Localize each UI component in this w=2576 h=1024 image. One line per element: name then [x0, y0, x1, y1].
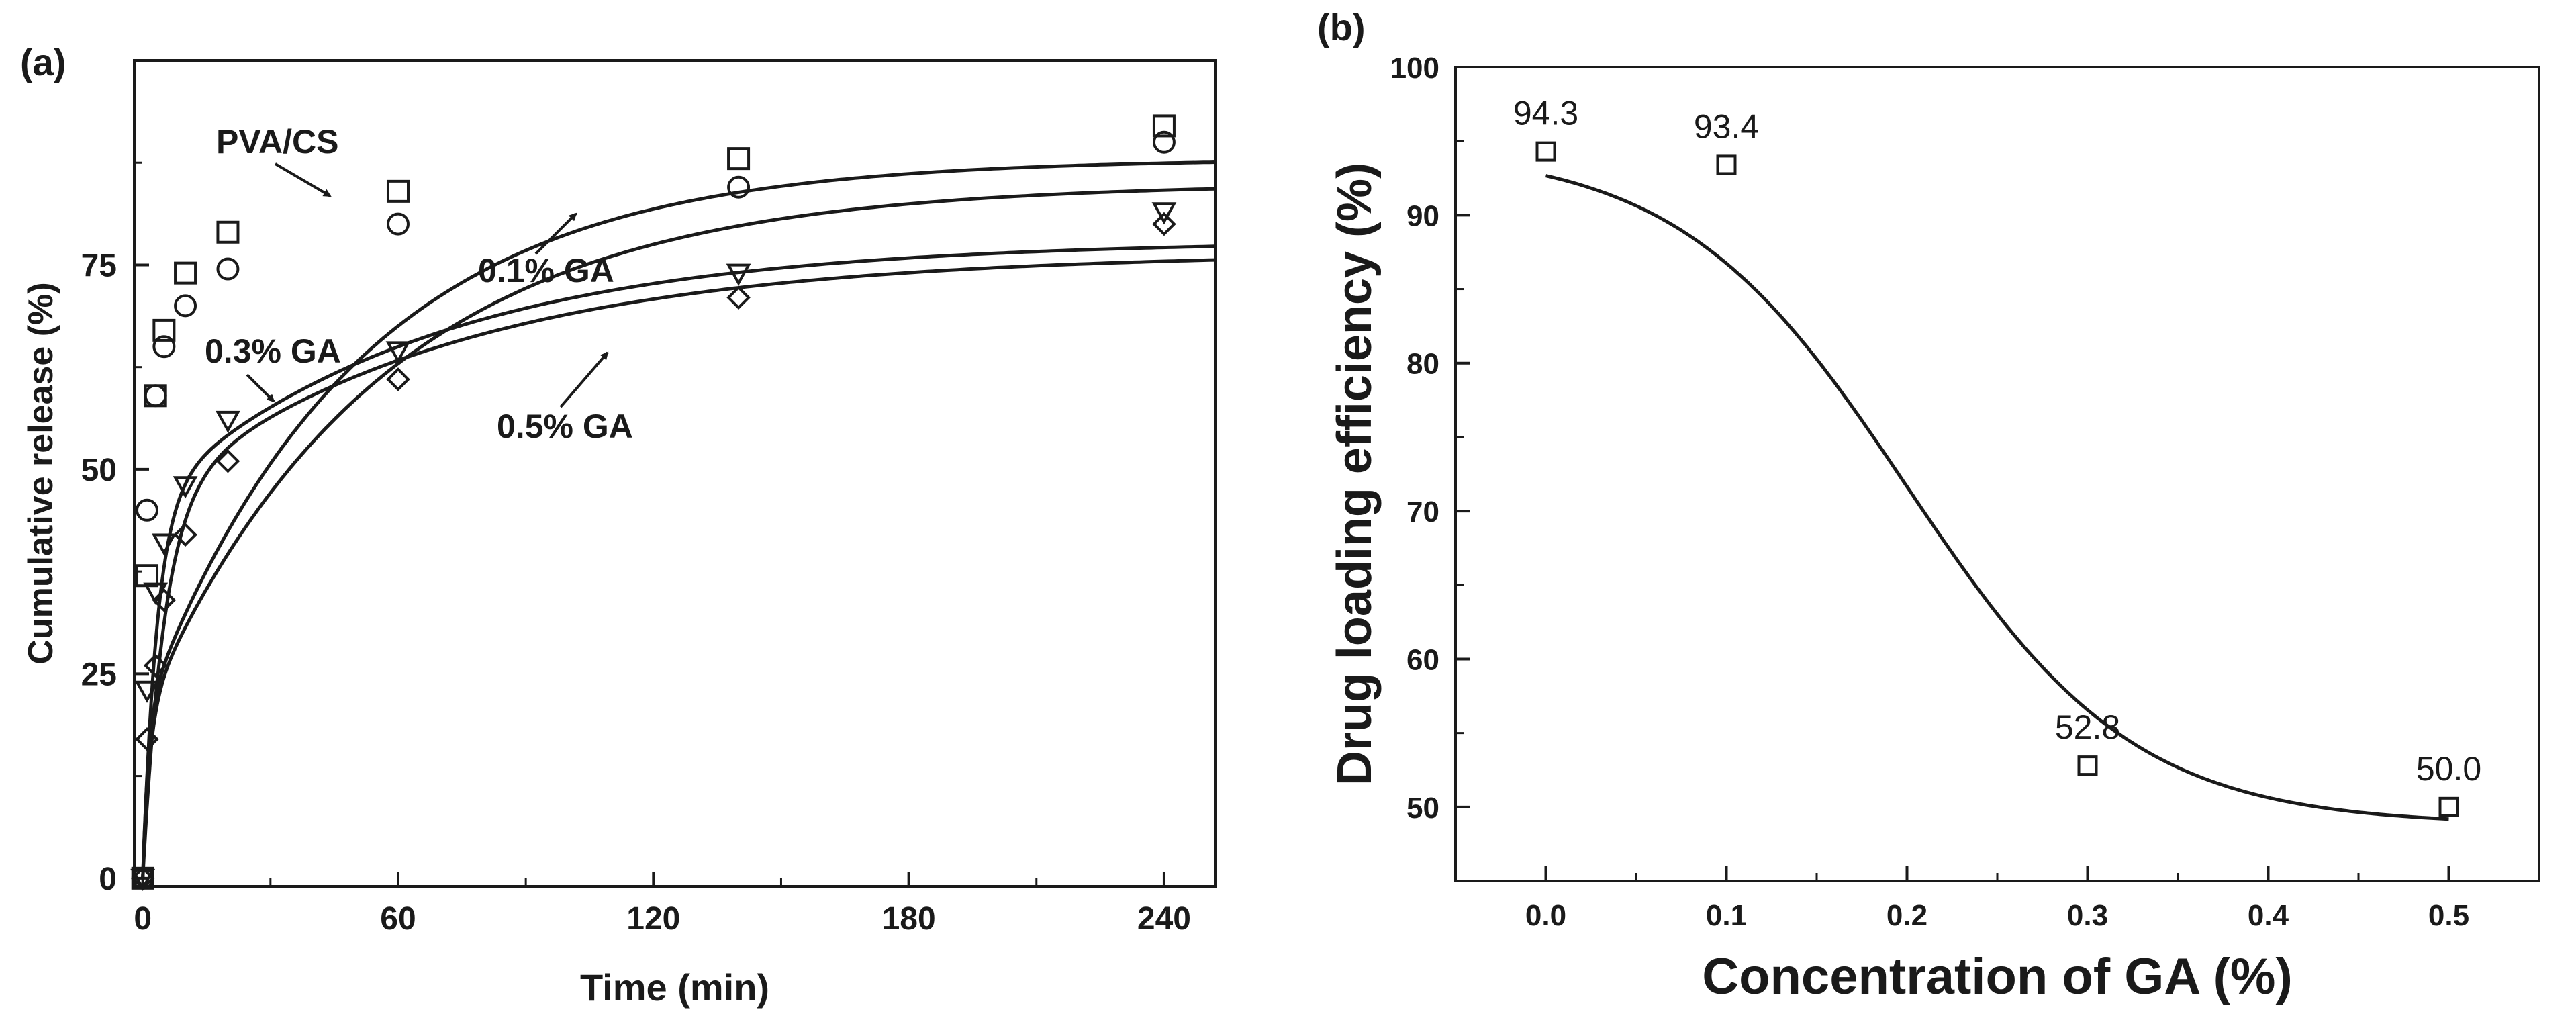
x-tick-label-60: 60 [380, 901, 416, 937]
point-0.5-ga-1 [135, 727, 159, 751]
panel-b-data-points: 94.3 93.4 52.8 50.0 [1513, 95, 2481, 817]
x-tick-label-180: 180 [882, 901, 936, 937]
point-pva-cs-3 [152, 318, 176, 342]
point-0.5-ga-7 [726, 285, 751, 310]
point-0.1-ga-1 [136, 498, 159, 522]
point-0.3-ga-4 [173, 476, 198, 499]
point-pva-cs-4 [174, 261, 197, 285]
point-0.1-ga-7 [727, 175, 751, 199]
point-pva-cs-6 [386, 179, 410, 203]
annotation-pva-cs: PVA/CS [216, 123, 338, 160]
y-tick-label-60: 60 [1406, 643, 1439, 676]
x-tick-label-0.0: 0.0 [1525, 899, 1566, 932]
panel-b-label: (b) [1317, 6, 1366, 48]
y-tick-label-50: 50 [81, 453, 117, 488]
x-tick-label-0.2: 0.2 [1887, 899, 1927, 932]
y-tick-label-50: 50 [1406, 792, 1439, 825]
point-0.1-ga-8 [1152, 130, 1176, 154]
point-0.5-ga-8 [1152, 212, 1176, 236]
fit-curve-0.1-ga [141, 187, 1216, 878]
point-0.3-ga-6 [385, 341, 411, 364]
y-tick-label-90: 90 [1406, 199, 1439, 232]
x-tick-label-0.1: 0.1 [1706, 899, 1747, 932]
panel-a-fit-curves [141, 160, 1216, 878]
fit-curve-pva-cs [141, 160, 1216, 878]
point-0.3-ga-5 [216, 410, 240, 433]
data-label-3: 50.0 [2416, 750, 2481, 788]
point-pva-cs-5 [216, 220, 240, 244]
point-0.3-ga-3 [151, 533, 177, 556]
annotation-pva-cs-arrow [274, 162, 332, 197]
x-tick-label-120: 120 [626, 901, 680, 937]
y-tick-label-70: 70 [1406, 496, 1439, 528]
point-0.3-ga-0 [130, 868, 156, 891]
panel-a-y-axis-label: Cumulative release (%) [21, 282, 60, 664]
y-tick-label-25: 25 [81, 657, 117, 692]
point-0.5-ga-3 [152, 588, 177, 612]
panel-a: (a) 0 60 120 180 240 0 25 50 75 Time (min) Cumul… [20, 41, 1217, 1009]
y-tick-label-0: 0 [99, 862, 117, 897]
point-0.1-ga-6 [386, 212, 410, 236]
point-0.5-ga-6 [386, 367, 410, 391]
annotation-0.1-ga-arrow [534, 212, 577, 255]
data-label-0: 94.3 [1513, 95, 1578, 132]
panel-a-axes: 0 60 120 180 240 0 25 50 75 [81, 161, 1191, 937]
point-drug-loading-1 [1716, 154, 1737, 175]
point-0.3-ga-8 [1151, 202, 1177, 225]
point-0.1-ga-2 [144, 384, 167, 408]
annotation-0.3-ga-arrow [246, 373, 275, 403]
point-0.5-ga-4 [173, 522, 197, 547]
x-tick-label-240: 240 [1137, 901, 1191, 937]
annotation-0.5-ga: 0.5% GA [497, 408, 633, 445]
x-tick-label-0.4: 0.4 [2248, 899, 2289, 932]
point-0.5-ga-5 [216, 449, 240, 473]
point-0.5-ga-0 [130, 866, 155, 890]
y-tick-label-100: 100 [1390, 52, 1439, 85]
fit-curve-0.5-ga [141, 258, 1216, 878]
x-tick-label-0: 0 [134, 901, 152, 937]
point-drug-loading-0 [1535, 141, 1556, 162]
panel-a-label: (a) [20, 41, 66, 83]
data-label-2: 52.8 [2055, 708, 2120, 746]
panel-b-plot-frame [1454, 66, 2540, 882]
point-drug-loading-2 [2077, 755, 2098, 776]
panel-b-fit-curve [1545, 174, 2449, 821]
panel-a-plot-frame [133, 59, 1217, 888]
point-drug-loading-3 [2438, 796, 2459, 817]
point-0.1-ga-3 [152, 335, 176, 359]
point-0.5-ga-2 [143, 653, 168, 678]
panel-a-data-points [130, 114, 1177, 891]
panel-b: (b) 0.0 0.1 0.2 0.3 0.4 0.5 50 60 70 80 90 100 94.3… [1317, 6, 2540, 1005]
y-tick-label-80: 80 [1406, 348, 1439, 381]
point-0.3-ga-7 [726, 263, 751, 286]
data-label-1: 93.4 [1694, 107, 1759, 145]
y-tick-label-75: 75 [81, 248, 117, 283]
point-0.3-ga-1 [134, 680, 160, 703]
x-tick-label-0.5: 0.5 [2428, 899, 2469, 932]
x-tick-label-0.3: 0.3 [2067, 899, 2108, 932]
point-0.1-ga-5 [216, 257, 240, 281]
panel-b-x-axis-label: Concentration of GA (%) [1702, 948, 2293, 1005]
panel-b-axes: 0.0 0.1 0.2 0.3 0.4 0.5 50 60 70 80 90 100 [1390, 52, 2540, 932]
point-pva-cs-8 [1152, 114, 1176, 138]
fit-curve-0.3-ga [141, 244, 1216, 878]
fit-curve-drug-loading [1545, 174, 2449, 821]
point-0.1-ga-4 [174, 294, 197, 318]
annotation-0.1-ga: 0.1% GA [478, 252, 614, 289]
panel-a-x-axis-label: Time (min) [580, 966, 769, 1009]
annotation-0.3-ga: 0.3% GA [205, 332, 341, 370]
point-pva-cs-7 [727, 147, 751, 171]
panel-b-y-axis-label: Drug loading efficiency (%) [1328, 162, 1382, 786]
annotation-0.5-ga-arrow [559, 351, 609, 408]
